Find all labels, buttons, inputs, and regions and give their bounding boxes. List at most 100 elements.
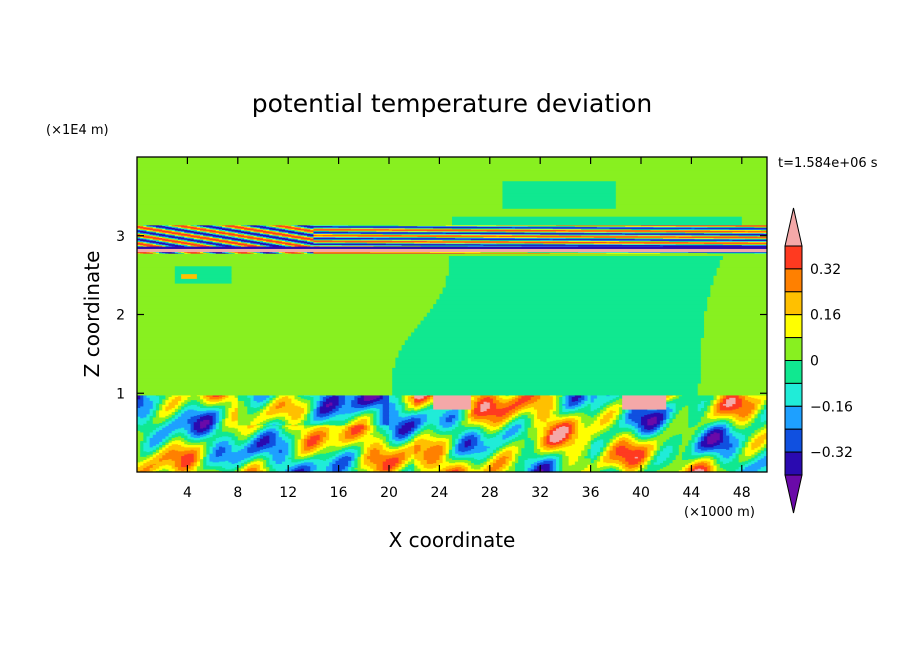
heatmap-cell — [448, 455, 456, 457]
heatmap-cell — [533, 467, 538, 469]
heatmap-cell — [505, 431, 516, 434]
heatmap-cell — [710, 468, 715, 471]
heatmap-cell — [496, 457, 500, 460]
heatmap-cell — [373, 430, 377, 432]
heatmap-cell — [256, 437, 264, 439]
heatmap-cell — [480, 436, 488, 438]
heatmap-cell — [537, 466, 551, 468]
heatmap-cell — [411, 438, 415, 441]
heatmap-cell — [348, 468, 352, 471]
heatmap-cell — [763, 451, 767, 453]
heatmap-cell — [644, 460, 648, 462]
heatmap-cell — [263, 464, 267, 466]
heatmap-cell — [763, 427, 767, 430]
heatmap-cell — [631, 431, 636, 434]
heatmap-cell — [735, 427, 746, 429]
heatmap-cell — [464, 435, 475, 438]
heatmap-cell — [625, 446, 645, 448]
heatmap-cell — [209, 451, 214, 453]
heatmap-cell — [143, 446, 151, 448]
heatmap-cell — [181, 460, 195, 463]
heatmap-cell — [379, 470, 393, 472]
heatmap-cell — [496, 454, 500, 457]
heatmap-cell — [143, 448, 157, 450]
heatmap-cell — [600, 453, 604, 455]
heatmap-cell — [637, 437, 652, 439]
heatmap-cell — [694, 448, 702, 450]
heatmap-cell — [423, 452, 444, 454]
heatmap-cell — [335, 460, 349, 462]
heatmap-cell — [555, 460, 560, 463]
heatmap-cell — [713, 466, 718, 468]
heatmap-cell — [606, 449, 611, 452]
heatmap-cell — [373, 469, 381, 472]
heatmap-cell — [240, 460, 248, 462]
heatmap-cell — [407, 457, 415, 460]
heatmap-cell — [256, 434, 261, 437]
heatmap-cell — [401, 465, 406, 468]
heatmap-cell — [644, 463, 648, 465]
heatmap-cell — [713, 468, 718, 471]
heatmap-cell — [757, 456, 765, 458]
heatmap-cell — [445, 452, 450, 454]
heatmap-cell — [644, 464, 648, 467]
heatmap-cell — [171, 431, 188, 433]
heatmap-cell — [565, 439, 570, 442]
heatmap-cell — [363, 446, 371, 448]
heatmap-cell — [363, 463, 377, 465]
heatmap-cell — [688, 440, 696, 442]
heatmap-cell — [294, 457, 305, 460]
heatmap-cell — [744, 448, 752, 450]
heatmap-cell — [666, 446, 674, 448]
heatmap-cell — [209, 446, 214, 449]
heatmap-cell — [398, 459, 403, 461]
heatmap-cell — [474, 447, 488, 449]
heatmap-cell — [363, 431, 368, 433]
heatmap-cell — [568, 434, 573, 437]
heatmap-cell — [152, 465, 160, 468]
heatmap-cell — [389, 433, 393, 435]
heatmap-cell — [751, 445, 762, 447]
heatmap-cell — [329, 433, 340, 435]
heatmap-cell — [253, 431, 258, 433]
heatmap-cell — [744, 441, 749, 443]
heatmap-cell — [310, 467, 318, 469]
heatmap-cell — [499, 427, 503, 430]
heatmap-cell — [294, 443, 299, 446]
heatmap-cell — [291, 453, 296, 455]
heatmap-cell — [480, 467, 488, 469]
heatmap-cell — [515, 437, 532, 439]
heatmap-cell — [489, 457, 494, 459]
heatmap-cell — [562, 466, 589, 468]
heatmap-cell — [719, 443, 733, 446]
heatmap-cell — [155, 433, 170, 435]
heatmap-cell — [275, 436, 283, 438]
heatmap-cell — [448, 470, 463, 472]
heatmap-cell — [644, 449, 648, 452]
heatmap-cell — [609, 464, 614, 467]
heatmap-cell — [505, 444, 526, 446]
heatmap-cell — [193, 462, 198, 464]
heatmap-cell — [310, 445, 318, 447]
heatmap-cell — [278, 451, 283, 453]
heatmap-cell — [571, 435, 579, 438]
heatmap-cell — [222, 454, 255, 457]
heatmap-cell — [143, 468, 151, 470]
heatmap-cell — [511, 452, 519, 454]
heatmap-cell — [228, 441, 236, 443]
heatmap-cell — [420, 426, 425, 428]
heatmap-cell — [231, 436, 239, 438]
heatmap-cell — [549, 434, 566, 437]
heatmap-cell — [407, 440, 415, 442]
heatmap-cell — [738, 449, 743, 451]
heatmap-cell — [370, 427, 374, 429]
heatmap-cell — [263, 461, 267, 464]
heatmap-cell — [537, 464, 541, 466]
heatmap-cell — [612, 441, 617, 443]
heatmap-cell — [713, 432, 721, 435]
heatmap-cell — [244, 447, 248, 449]
heatmap-cell — [294, 447, 299, 449]
heatmap-cell — [137, 470, 141, 472]
heatmap-cell — [184, 427, 192, 430]
heatmap-cell — [618, 435, 633, 438]
